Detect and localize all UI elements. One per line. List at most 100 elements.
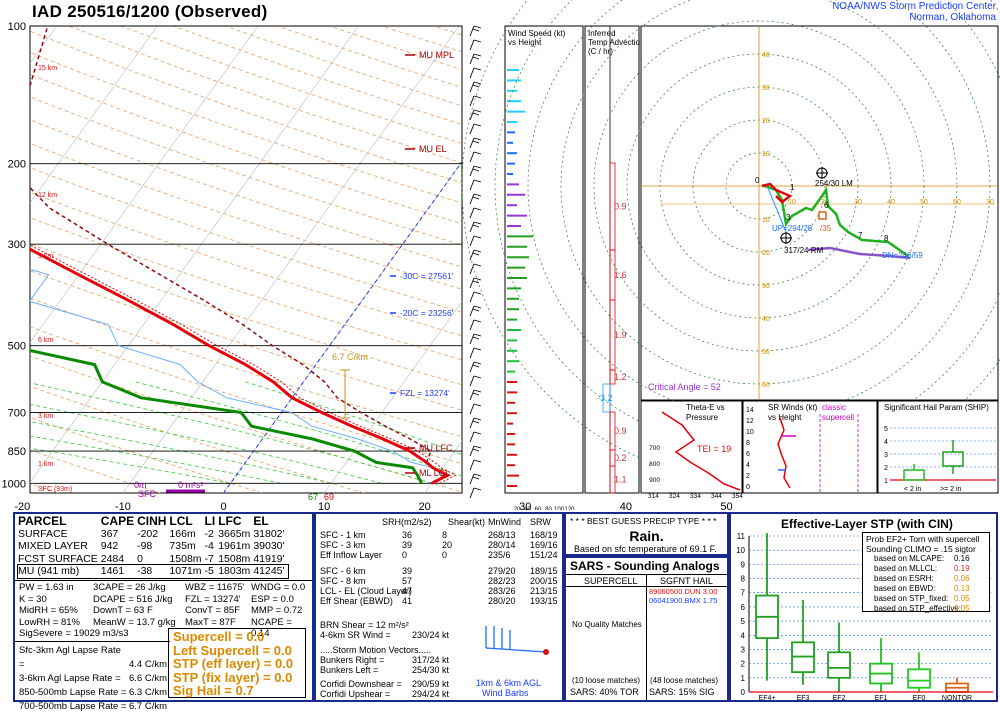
thetae-t-tick: 344 bbox=[711, 493, 722, 500]
wind-barb bbox=[470, 68, 474, 78]
indices-col2: 3CAPE = 26 J/kg DCAPE = 516 J/kg DownT =… bbox=[93, 582, 176, 628]
hail-match2: 06041900.BMX 1.75 bbox=[649, 596, 717, 605]
hodo-height-number: 3 bbox=[786, 213, 791, 222]
kinematics-cell: 200/15 bbox=[530, 576, 558, 586]
parcel-cell: 367 bbox=[101, 528, 137, 541]
lapse-rate-row: 850-500mb Lapse Rate =6.3 C/km bbox=[19, 686, 167, 700]
bunkers-left-label: Bunkers Left = bbox=[320, 665, 378, 675]
srw-h-tick: 2 bbox=[746, 473, 750, 480]
ship-tick: 3 bbox=[884, 452, 888, 459]
composite-box: Supercell = 0.0 Left Supercell = 0.0 STP… bbox=[168, 628, 306, 698]
stp-ytick: 11 bbox=[737, 532, 746, 541]
parcel-cell: 1461 bbox=[101, 565, 137, 578]
kinematics-cell: 268/13 bbox=[488, 530, 516, 540]
upper-panels: 1002003005007008501000-30-20-10010203040… bbox=[0, 0, 1000, 510]
parcel-col-li: LI bbox=[205, 515, 219, 528]
hodo-up-label: UP=294/28 bbox=[772, 224, 813, 233]
parcel-cell: -38 bbox=[137, 565, 169, 578]
left-loose: (10 loose matches) bbox=[572, 676, 640, 685]
theta-e-panel: Theta-E vs Pressure TEI = 19 70080090031… bbox=[641, 401, 743, 500]
hodo-ring-label-vd: 50 bbox=[762, 349, 770, 356]
ship-title: Significant Hail Param (SHIP) bbox=[884, 403, 989, 412]
wind-barb bbox=[470, 138, 474, 148]
wind-barb bbox=[470, 208, 474, 218]
skew-t-frame bbox=[30, 26, 462, 493]
sr-wind-label: 4-6km SR Wind = bbox=[320, 630, 391, 640]
height-label: 3 km bbox=[38, 413, 53, 420]
sfc-dewpoint-f: 67 bbox=[308, 492, 318, 502]
parcel-cell: MIXED LAYER bbox=[18, 540, 101, 553]
stp-ytick: 9 bbox=[741, 560, 746, 569]
kinematics-cell: 151/24 bbox=[530, 550, 558, 560]
wind-barb bbox=[470, 180, 474, 190]
wind-barb bbox=[470, 82, 474, 92]
parcel-cell: 41919' bbox=[253, 553, 287, 566]
tadv-title: Inferred bbox=[588, 29, 616, 38]
hodo-height-number: 7 bbox=[858, 231, 863, 240]
corfidi-down-label: Corfidi Downshear = bbox=[320, 679, 402, 689]
wind-barb bbox=[470, 348, 474, 358]
indices-col3: WBZ = 11675' FZL = 13274' ConvT = 85F Ma… bbox=[185, 582, 244, 628]
pressure-tick-label: 700 bbox=[8, 407, 26, 419]
ship-tick: 5 bbox=[884, 426, 888, 433]
kinematics-cell: SFC - 3 km bbox=[320, 540, 366, 550]
sfc-temp-f: 69 bbox=[324, 492, 334, 502]
srw-title: SR Winds (kt) bbox=[768, 403, 818, 412]
wind-panel-title: Wind Speed (kt) bbox=[508, 29, 566, 38]
barb-note1: 1km & 6km AGL bbox=[476, 678, 541, 688]
maxt-value: MaxT = 87F bbox=[185, 617, 244, 629]
hodo-ring-label: 70 bbox=[986, 199, 994, 206]
thetae-t-tick: 314 bbox=[648, 493, 659, 500]
corfidi-down-value: 290/59 kt bbox=[412, 679, 449, 689]
kin-shear-header: Shear(kt) bbox=[448, 517, 485, 527]
corfidi-up-label: Corfidi Upshear = bbox=[320, 689, 390, 699]
kinematics-cell: 189/15 bbox=[530, 566, 558, 576]
ship-xlabel: >= 2 in bbox=[940, 486, 962, 493]
stp-category-label: EF1 bbox=[875, 695, 888, 700]
sars-title: SARS - Sounding Analogs bbox=[570, 559, 720, 573]
parcel-cell: -2 bbox=[205, 528, 219, 541]
stp-ytick: 3 bbox=[741, 645, 746, 654]
sars-supercell-header: SUPERCELL bbox=[584, 576, 638, 586]
hodo-lm-label: 254/30 LM bbox=[815, 179, 853, 188]
sr-winds-panel: SR Winds (kt) vs Height classic supercel… bbox=[743, 401, 877, 493]
kinematics-cell: 20 bbox=[442, 540, 452, 550]
kinematics-cell: 280/20 bbox=[488, 596, 516, 606]
kinematics-cell: 193/15 bbox=[530, 596, 558, 606]
kinematics-cell: 282/23 bbox=[488, 576, 516, 586]
stp-box bbox=[908, 669, 930, 687]
thetae-title: Theta-E vs bbox=[686, 403, 725, 412]
prob-row: based on STP_effective:0.05 bbox=[866, 604, 986, 614]
parcel-cell: 1803m bbox=[218, 565, 253, 578]
parcel-col-lcl: LCL bbox=[169, 515, 204, 528]
temp-adv-value: 1.6 bbox=[614, 270, 627, 280]
kinematics-cell: SFC - 6 km bbox=[320, 566, 366, 576]
precip-panel: * * * BEST GUESS PRECIP TYPE * * * Rain.… bbox=[564, 512, 729, 556]
stp-category-label: EF0 bbox=[913, 695, 926, 700]
kinematics-cell: 57 bbox=[402, 576, 412, 586]
kinematics-cell: SFC - 1 km bbox=[320, 530, 366, 540]
lapse-rate-row: Sfc-3km Agl Lapse Rate =4.4 C/km bbox=[19, 644, 167, 672]
srw-h-tick: 0 bbox=[746, 484, 750, 491]
height-label: 6 km bbox=[38, 337, 53, 344]
hodo-height-number: 8 bbox=[884, 234, 889, 243]
temp-advection-panel: Inferred Temp Advection (C / hr) 0.91.61… bbox=[585, 26, 644, 493]
hodo-ring-label-vd: 30 bbox=[762, 283, 770, 290]
stp-category-label: EF4+ bbox=[759, 695, 776, 700]
wind-barb bbox=[470, 124, 474, 134]
temp-tick-label: 40 bbox=[620, 501, 632, 510]
right-sars: SARS: 15% SIG bbox=[649, 687, 715, 697]
height-label: 9 km bbox=[38, 253, 53, 260]
thetae-p-tick: 900 bbox=[649, 477, 660, 484]
parcel-cell: 735m bbox=[169, 540, 204, 553]
srw-h-tick: 14 bbox=[746, 407, 754, 414]
left-sars: SARS: 40% TOR bbox=[570, 687, 639, 697]
wind-tick-label: 120 bbox=[564, 507, 575, 510]
prob-row: based on MLCAPE:0.16 bbox=[866, 554, 986, 564]
hodo-ring-label-vd: 10 bbox=[762, 217, 770, 224]
stp-ytick: 1 bbox=[741, 674, 746, 683]
stp-ytick: 2 bbox=[741, 660, 746, 669]
hodo-height-number: 6 bbox=[824, 201, 829, 210]
pressure-tick-label: 200 bbox=[8, 159, 26, 171]
